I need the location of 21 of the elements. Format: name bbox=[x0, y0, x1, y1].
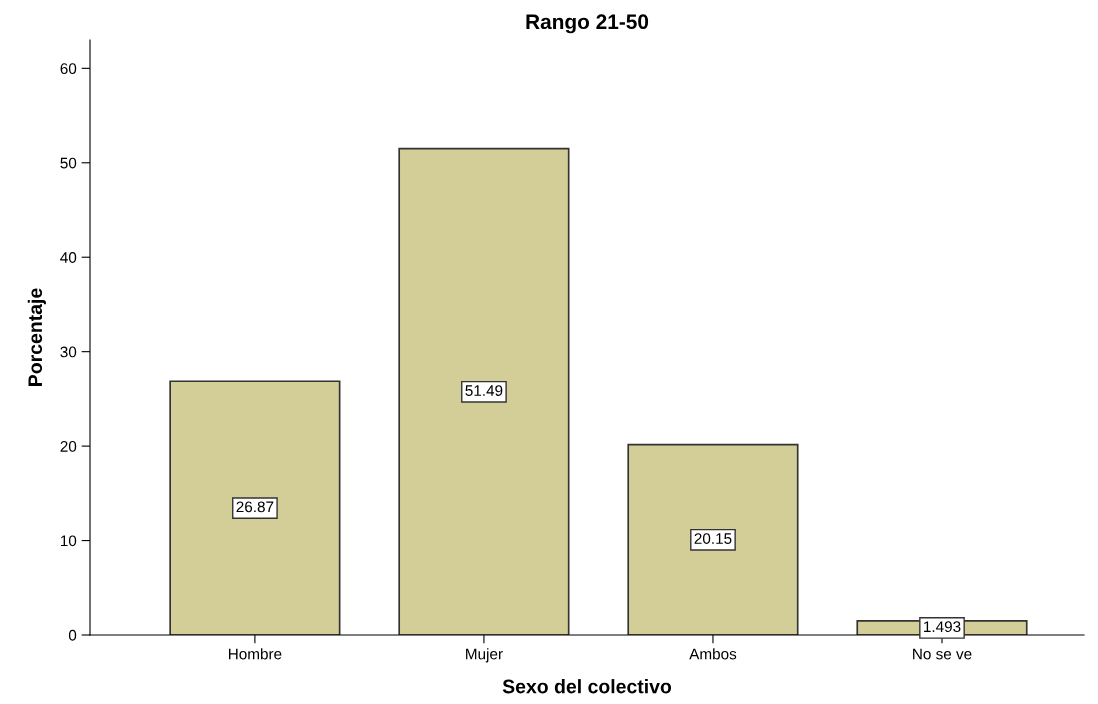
chart-title: Rango 21-50 bbox=[526, 14, 649, 34]
data-label: 51.49 bbox=[465, 385, 503, 396]
y-axis-title: Porcentaje bbox=[27, 288, 46, 386]
y-tick-label: 20 bbox=[60, 440, 77, 452]
x-tick-label: Ambos bbox=[689, 648, 737, 660]
y-tick-label: 30 bbox=[60, 346, 77, 358]
data-label: 26.87 bbox=[236, 501, 274, 513]
bar bbox=[398, 147, 570, 635]
y-tick-label: 0 bbox=[68, 629, 77, 641]
x-tick-label: No se ve bbox=[913, 648, 972, 660]
bar bbox=[169, 380, 341, 635]
x-tick-label: Hombre bbox=[228, 648, 282, 660]
x-axis-title: Sexo del colectivo bbox=[502, 679, 672, 694]
y-tick-label: 40 bbox=[60, 252, 77, 263]
y-tick-label: 50 bbox=[60, 157, 77, 169]
y-tick-label: 10 bbox=[60, 535, 77, 547]
x-tick-label: Mujer bbox=[466, 648, 503, 663]
data-label: 20.15 bbox=[694, 533, 732, 544]
y-tick-label: 60 bbox=[60, 63, 77, 75]
bar bbox=[627, 443, 799, 635]
data-label: 1.493 bbox=[924, 621, 961, 633]
